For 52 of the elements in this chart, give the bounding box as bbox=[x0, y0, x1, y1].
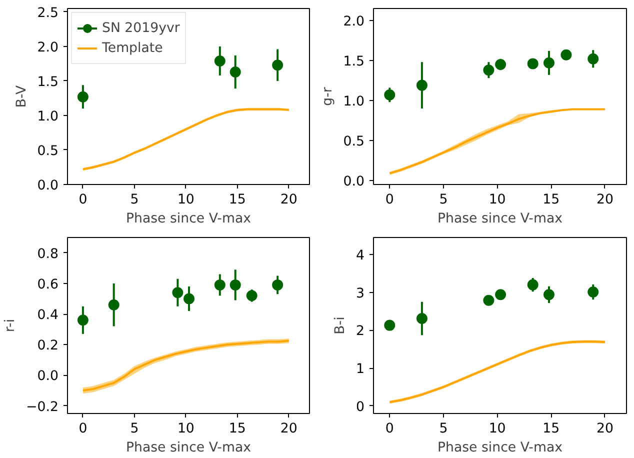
y-tick-label: 1.5 bbox=[343, 54, 365, 70]
y-tick-label: 4 bbox=[356, 248, 365, 264]
y-tick-label: −0.2 bbox=[26, 400, 59, 415]
y-tick-label: 0.2 bbox=[37, 338, 59, 354]
legend-label: SN 2019yvr bbox=[102, 20, 180, 36]
x-axis-title: Phase since V-max bbox=[126, 212, 252, 226]
y-tick-label: 0.5 bbox=[343, 134, 365, 150]
y-tick-label: 0.0 bbox=[37, 369, 59, 384]
y-tick-label: 0.0 bbox=[37, 178, 59, 194]
x-tick-label: 5 bbox=[439, 192, 448, 208]
y-tick-label: 1.5 bbox=[37, 74, 59, 90]
x-tick-label: 20 bbox=[596, 422, 614, 436]
x-tick-label: 10 bbox=[177, 422, 194, 436]
x-tick-label: 15 bbox=[542, 422, 560, 436]
y-axis-title: B-i bbox=[333, 316, 348, 334]
y-tick-label: 2 bbox=[356, 324, 365, 340]
y-tick-label: 1.0 bbox=[343, 94, 365, 110]
x-tick-label: 20 bbox=[280, 422, 298, 436]
y-tick-label: 0.6 bbox=[37, 277, 59, 292]
y-tick-label: 1 bbox=[356, 362, 365, 378]
x-axis-title: Phase since V-max bbox=[437, 440, 563, 456]
y-axis-title: g-r bbox=[320, 86, 336, 106]
x-tick-label: 10 bbox=[177, 192, 194, 208]
x-tick-label: 15 bbox=[228, 192, 246, 208]
x-axis-title: Phase since V-max bbox=[437, 212, 563, 226]
y-tick-label: 3 bbox=[356, 286, 365, 302]
y-tick-label: 0.5 bbox=[37, 144, 59, 159]
x-tick-label: 0 bbox=[385, 422, 394, 436]
x-tick-label: 10 bbox=[488, 192, 506, 208]
x-axis-title: Phase since V-max bbox=[126, 440, 252, 456]
legend-label: Template bbox=[102, 40, 163, 56]
x-tick-label: 5 bbox=[130, 422, 139, 436]
x-tick-label: 5 bbox=[130, 192, 139, 208]
y-tick-label: 1.0 bbox=[37, 109, 59, 124]
x-tick-label: 0 bbox=[78, 422, 88, 436]
x-tick-label: 10 bbox=[488, 422, 506, 436]
y-axis-title: r-i bbox=[3, 318, 18, 332]
y-tick-label: 0.0 bbox=[343, 174, 365, 190]
x-tick-label: 15 bbox=[228, 422, 246, 436]
x-tick-label: 20 bbox=[596, 192, 614, 208]
x-tick-label: 0 bbox=[385, 192, 394, 208]
y-tick-label: 0.4 bbox=[37, 308, 59, 324]
y-tick-label: 2.0 bbox=[343, 14, 365, 30]
y-tick-label: 0.8 bbox=[37, 246, 59, 262]
x-tick-label: 5 bbox=[439, 422, 448, 436]
x-tick-label: 15 bbox=[542, 192, 560, 208]
x-tick-label: 20 bbox=[280, 192, 298, 208]
x-tick-label: 0 bbox=[78, 192, 88, 208]
y-tick-label: 0 bbox=[356, 400, 365, 415]
y-axis-title: B-V bbox=[14, 85, 30, 108]
y-tick-label: 2.0 bbox=[37, 40, 59, 56]
y-tick-label: 2.5 bbox=[37, 6, 59, 21]
